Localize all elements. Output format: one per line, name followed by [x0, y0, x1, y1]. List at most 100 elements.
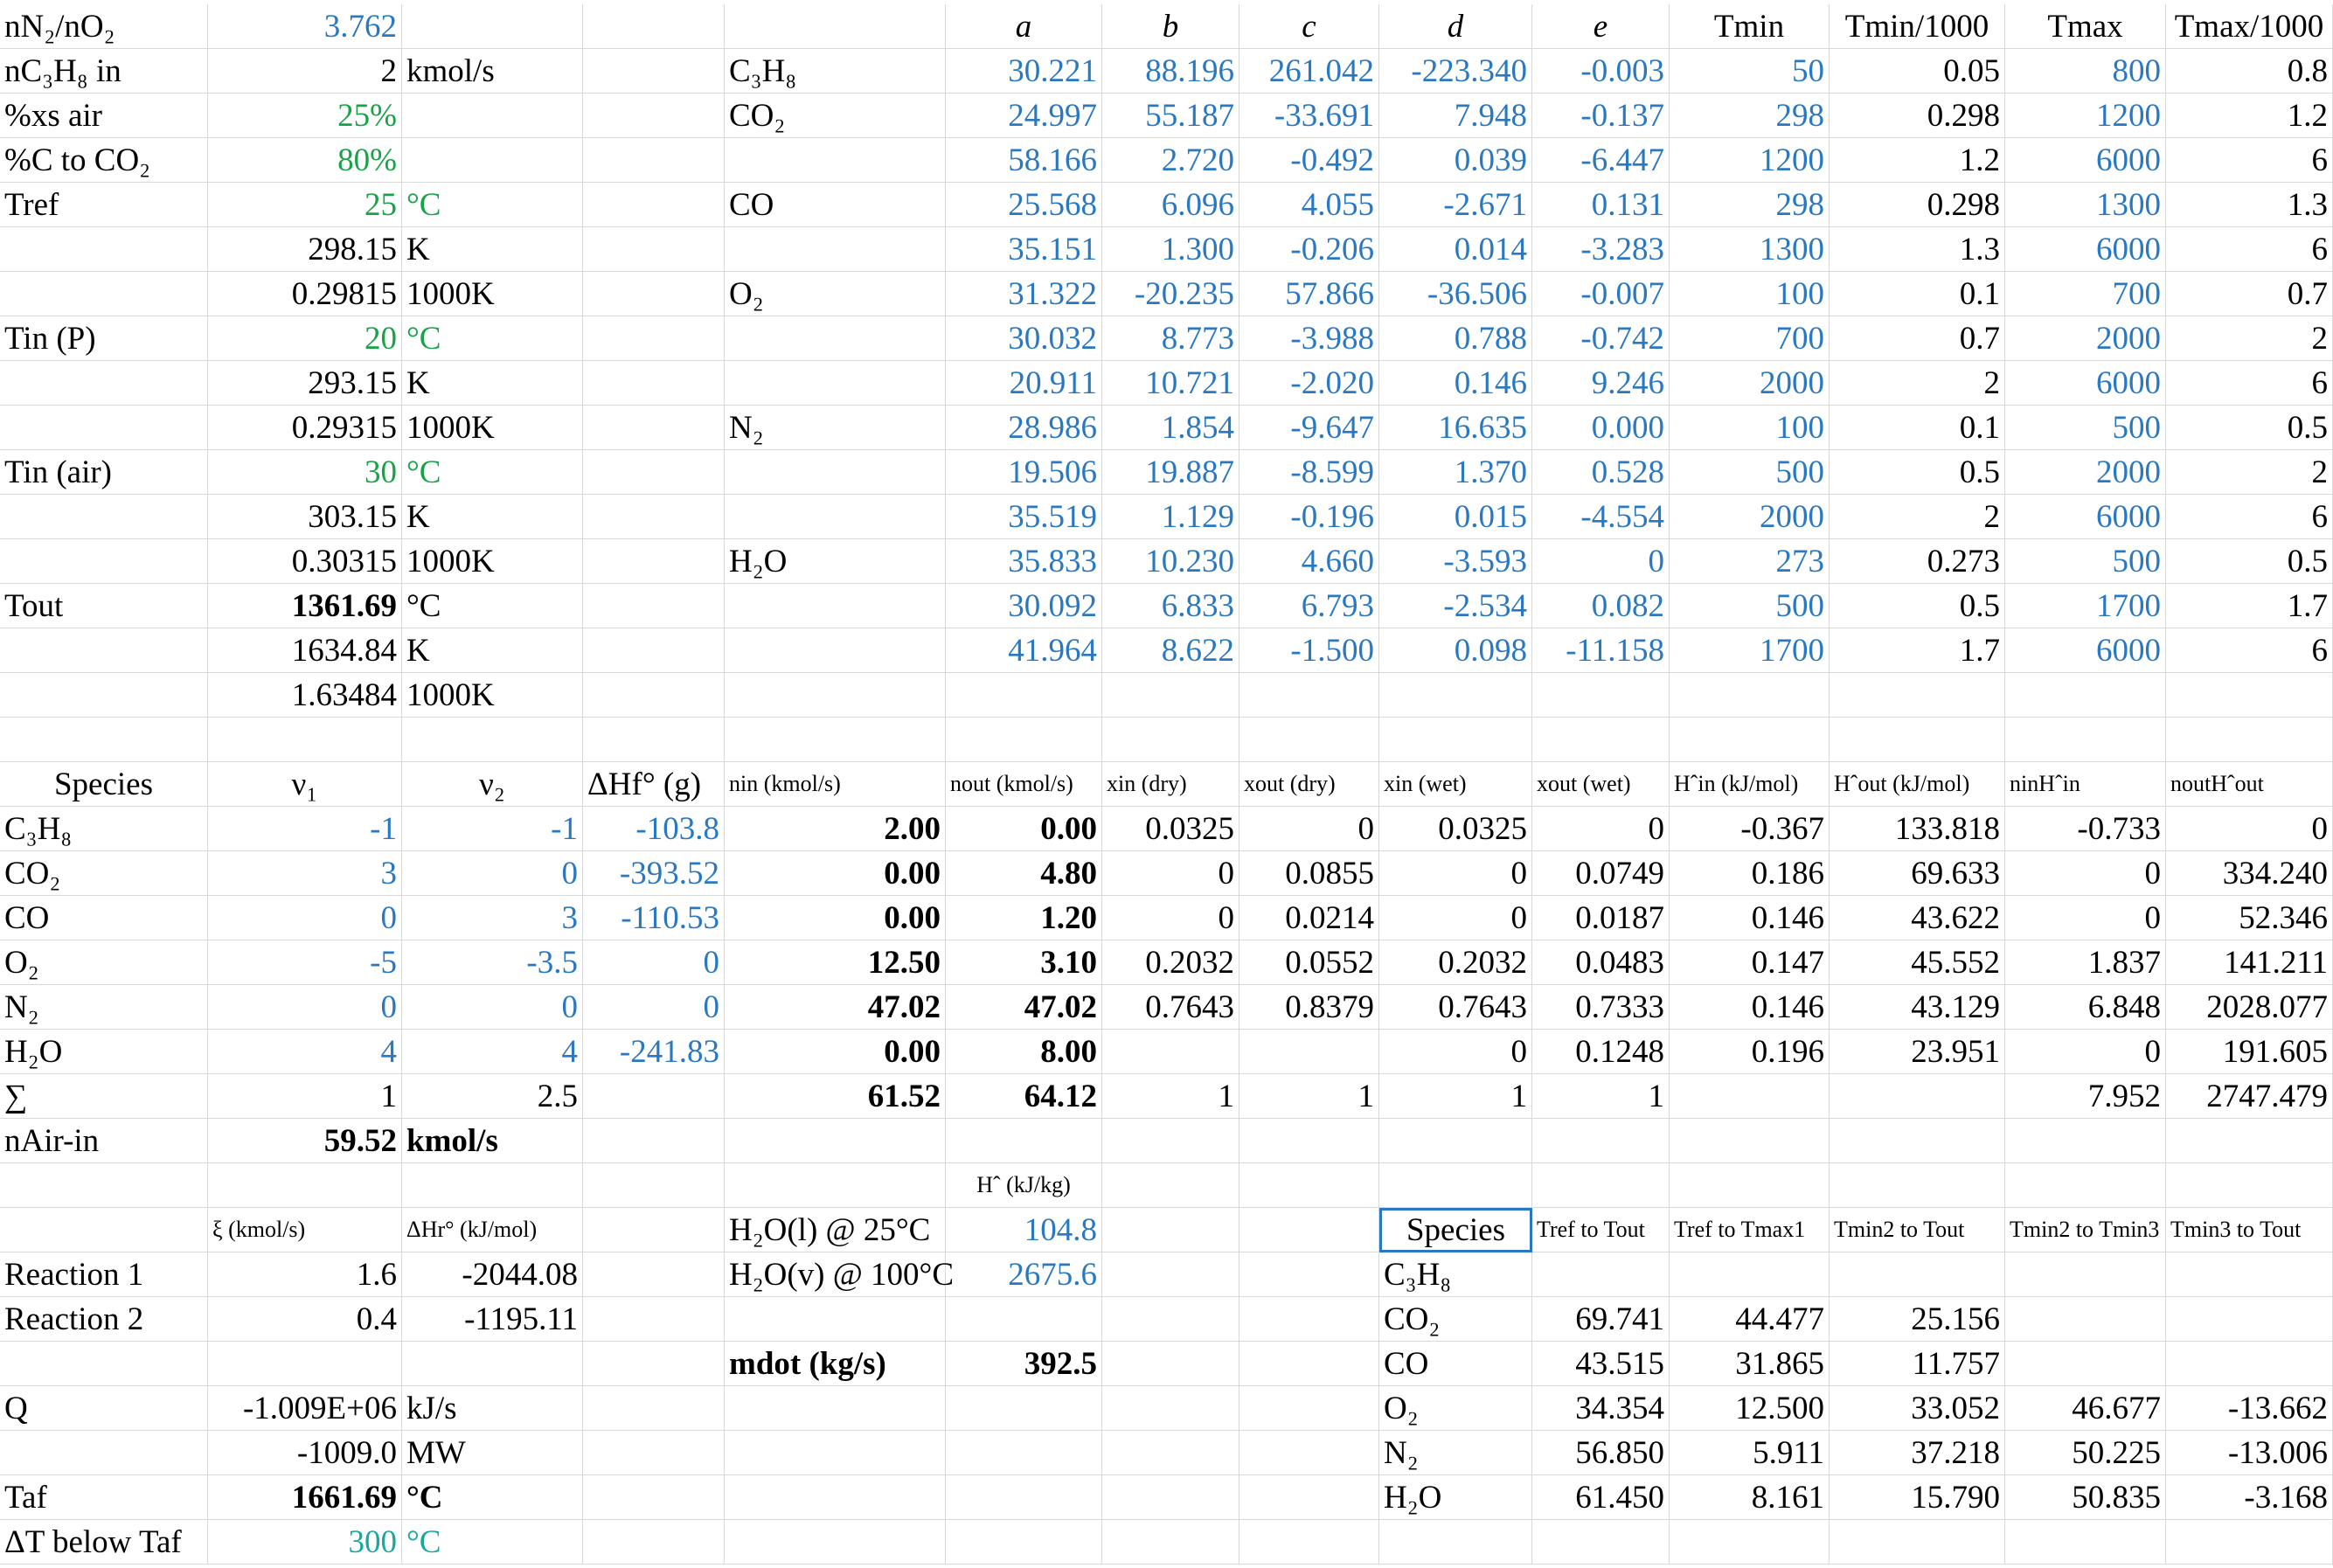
cell: Species	[0, 762, 208, 807]
cell	[1379, 1119, 1532, 1163]
cell	[1239, 1297, 1379, 1342]
cell: 33.052	[1830, 1386, 2005, 1431]
cell: 2	[2166, 450, 2333, 495]
cell: 50.835	[2005, 1475, 2166, 1520]
cell: %xs air	[0, 94, 208, 138]
cell: 0	[208, 896, 402, 940]
cell: K	[402, 227, 583, 272]
cell: C₃H₈	[1379, 1252, 1532, 1297]
cell: 2000	[1670, 495, 1830, 539]
cell: nAir-in	[0, 1119, 208, 1163]
cell	[583, 450, 725, 495]
cell: 2.5	[402, 1074, 583, 1119]
cell	[583, 94, 725, 138]
cell: 1.854	[1102, 406, 1239, 450]
cell: 0.29315	[208, 406, 402, 450]
cell	[1102, 1119, 1239, 1163]
cell: 0.0214	[1239, 896, 1379, 940]
cell: 0.1	[1830, 272, 2005, 316]
cell: 1.7	[1830, 628, 2005, 673]
cell: 1300	[1670, 227, 1830, 272]
cell	[402, 138, 583, 183]
cell: 28.986	[946, 406, 1102, 450]
cell: 12.500	[1670, 1386, 1830, 1431]
cell: 0.5	[2166, 539, 2333, 584]
cell: e	[1532, 4, 1670, 49]
cell: H₂O	[1379, 1475, 1532, 1520]
cell: 50	[1670, 49, 1830, 94]
cell	[1239, 1030, 1379, 1074]
cell: Tin (P)	[0, 316, 208, 361]
cell: -5	[208, 940, 402, 985]
cell: 0.8	[2166, 49, 2333, 94]
cell: Tmax	[2005, 4, 2166, 49]
cell: 334.240	[2166, 851, 2333, 896]
cell: -3.988	[1239, 316, 1379, 361]
cell	[0, 406, 208, 450]
cell: 273	[1670, 539, 1830, 584]
cell: 6000	[2005, 628, 2166, 673]
cell: 0	[1102, 896, 1239, 940]
cell: 0.00	[946, 807, 1102, 851]
cell: 1.3	[2166, 183, 2333, 227]
cell: CO₂	[725, 94, 946, 138]
cell	[2005, 1163, 2166, 1208]
cell: 6	[2166, 227, 2333, 272]
cell: 30.032	[946, 316, 1102, 361]
cell	[1102, 1431, 1239, 1475]
cell	[2005, 1297, 2166, 1342]
cell: 0	[2005, 896, 2166, 940]
cell: 30.221	[946, 49, 1102, 94]
cell: 0.082	[1532, 584, 1670, 628]
cell: 100	[1670, 406, 1830, 450]
cell	[0, 628, 208, 673]
cell: 19.506	[946, 450, 1102, 495]
cell: Hˆin (kJ/mol)	[1670, 762, 1830, 807]
cell: 0	[583, 985, 725, 1030]
cell: -2044.08	[402, 1252, 583, 1297]
cell: -1195.11	[402, 1297, 583, 1342]
cell: 4.660	[1239, 539, 1379, 584]
cell: 2	[208, 49, 402, 94]
cell: 20	[208, 316, 402, 361]
cell	[583, 673, 725, 718]
cell: Tmax/1000	[2166, 4, 2333, 49]
cell: ν₁	[208, 762, 402, 807]
cell: 1.129	[1102, 495, 1239, 539]
cell: 35.519	[946, 495, 1102, 539]
cell	[583, 1163, 725, 1208]
cell: 0.7643	[1102, 985, 1239, 1030]
cell: 1	[1379, 1074, 1532, 1119]
cell: 35.151	[946, 227, 1102, 272]
cell: -8.599	[1239, 450, 1379, 495]
cell: 2.00	[725, 807, 946, 851]
cell: a	[946, 4, 1102, 49]
cell: CO	[725, 183, 946, 227]
cell	[1102, 1208, 1239, 1252]
cell	[1239, 1208, 1379, 1252]
cell: 1	[1102, 1074, 1239, 1119]
cell: 0	[1379, 896, 1532, 940]
cell	[1239, 1386, 1379, 1431]
cell: 44.477	[1670, 1297, 1830, 1342]
cell: noutHˆout	[2166, 762, 2333, 807]
cell	[946, 1520, 1102, 1565]
cell: -3.593	[1379, 539, 1532, 584]
cell: 1.3	[1830, 227, 2005, 272]
cell	[1830, 718, 2005, 762]
cell: Tmin	[1670, 4, 1830, 49]
cell: -2.534	[1379, 584, 1532, 628]
cell: 1	[208, 1074, 402, 1119]
cell	[1532, 1163, 1670, 1208]
cell: ΔHr° (kJ/mol)	[402, 1208, 583, 1252]
cell: 0.146	[1670, 896, 1830, 940]
cell: 25	[208, 183, 402, 227]
cell	[583, 227, 725, 272]
cell: 16.635	[1379, 406, 1532, 450]
cell: 25.156	[1830, 1297, 2005, 1342]
cell: -3.5	[402, 940, 583, 985]
cell	[2005, 1342, 2166, 1386]
cell	[2005, 673, 2166, 718]
cell	[725, 673, 946, 718]
cell: 61.450	[1532, 1475, 1670, 1520]
